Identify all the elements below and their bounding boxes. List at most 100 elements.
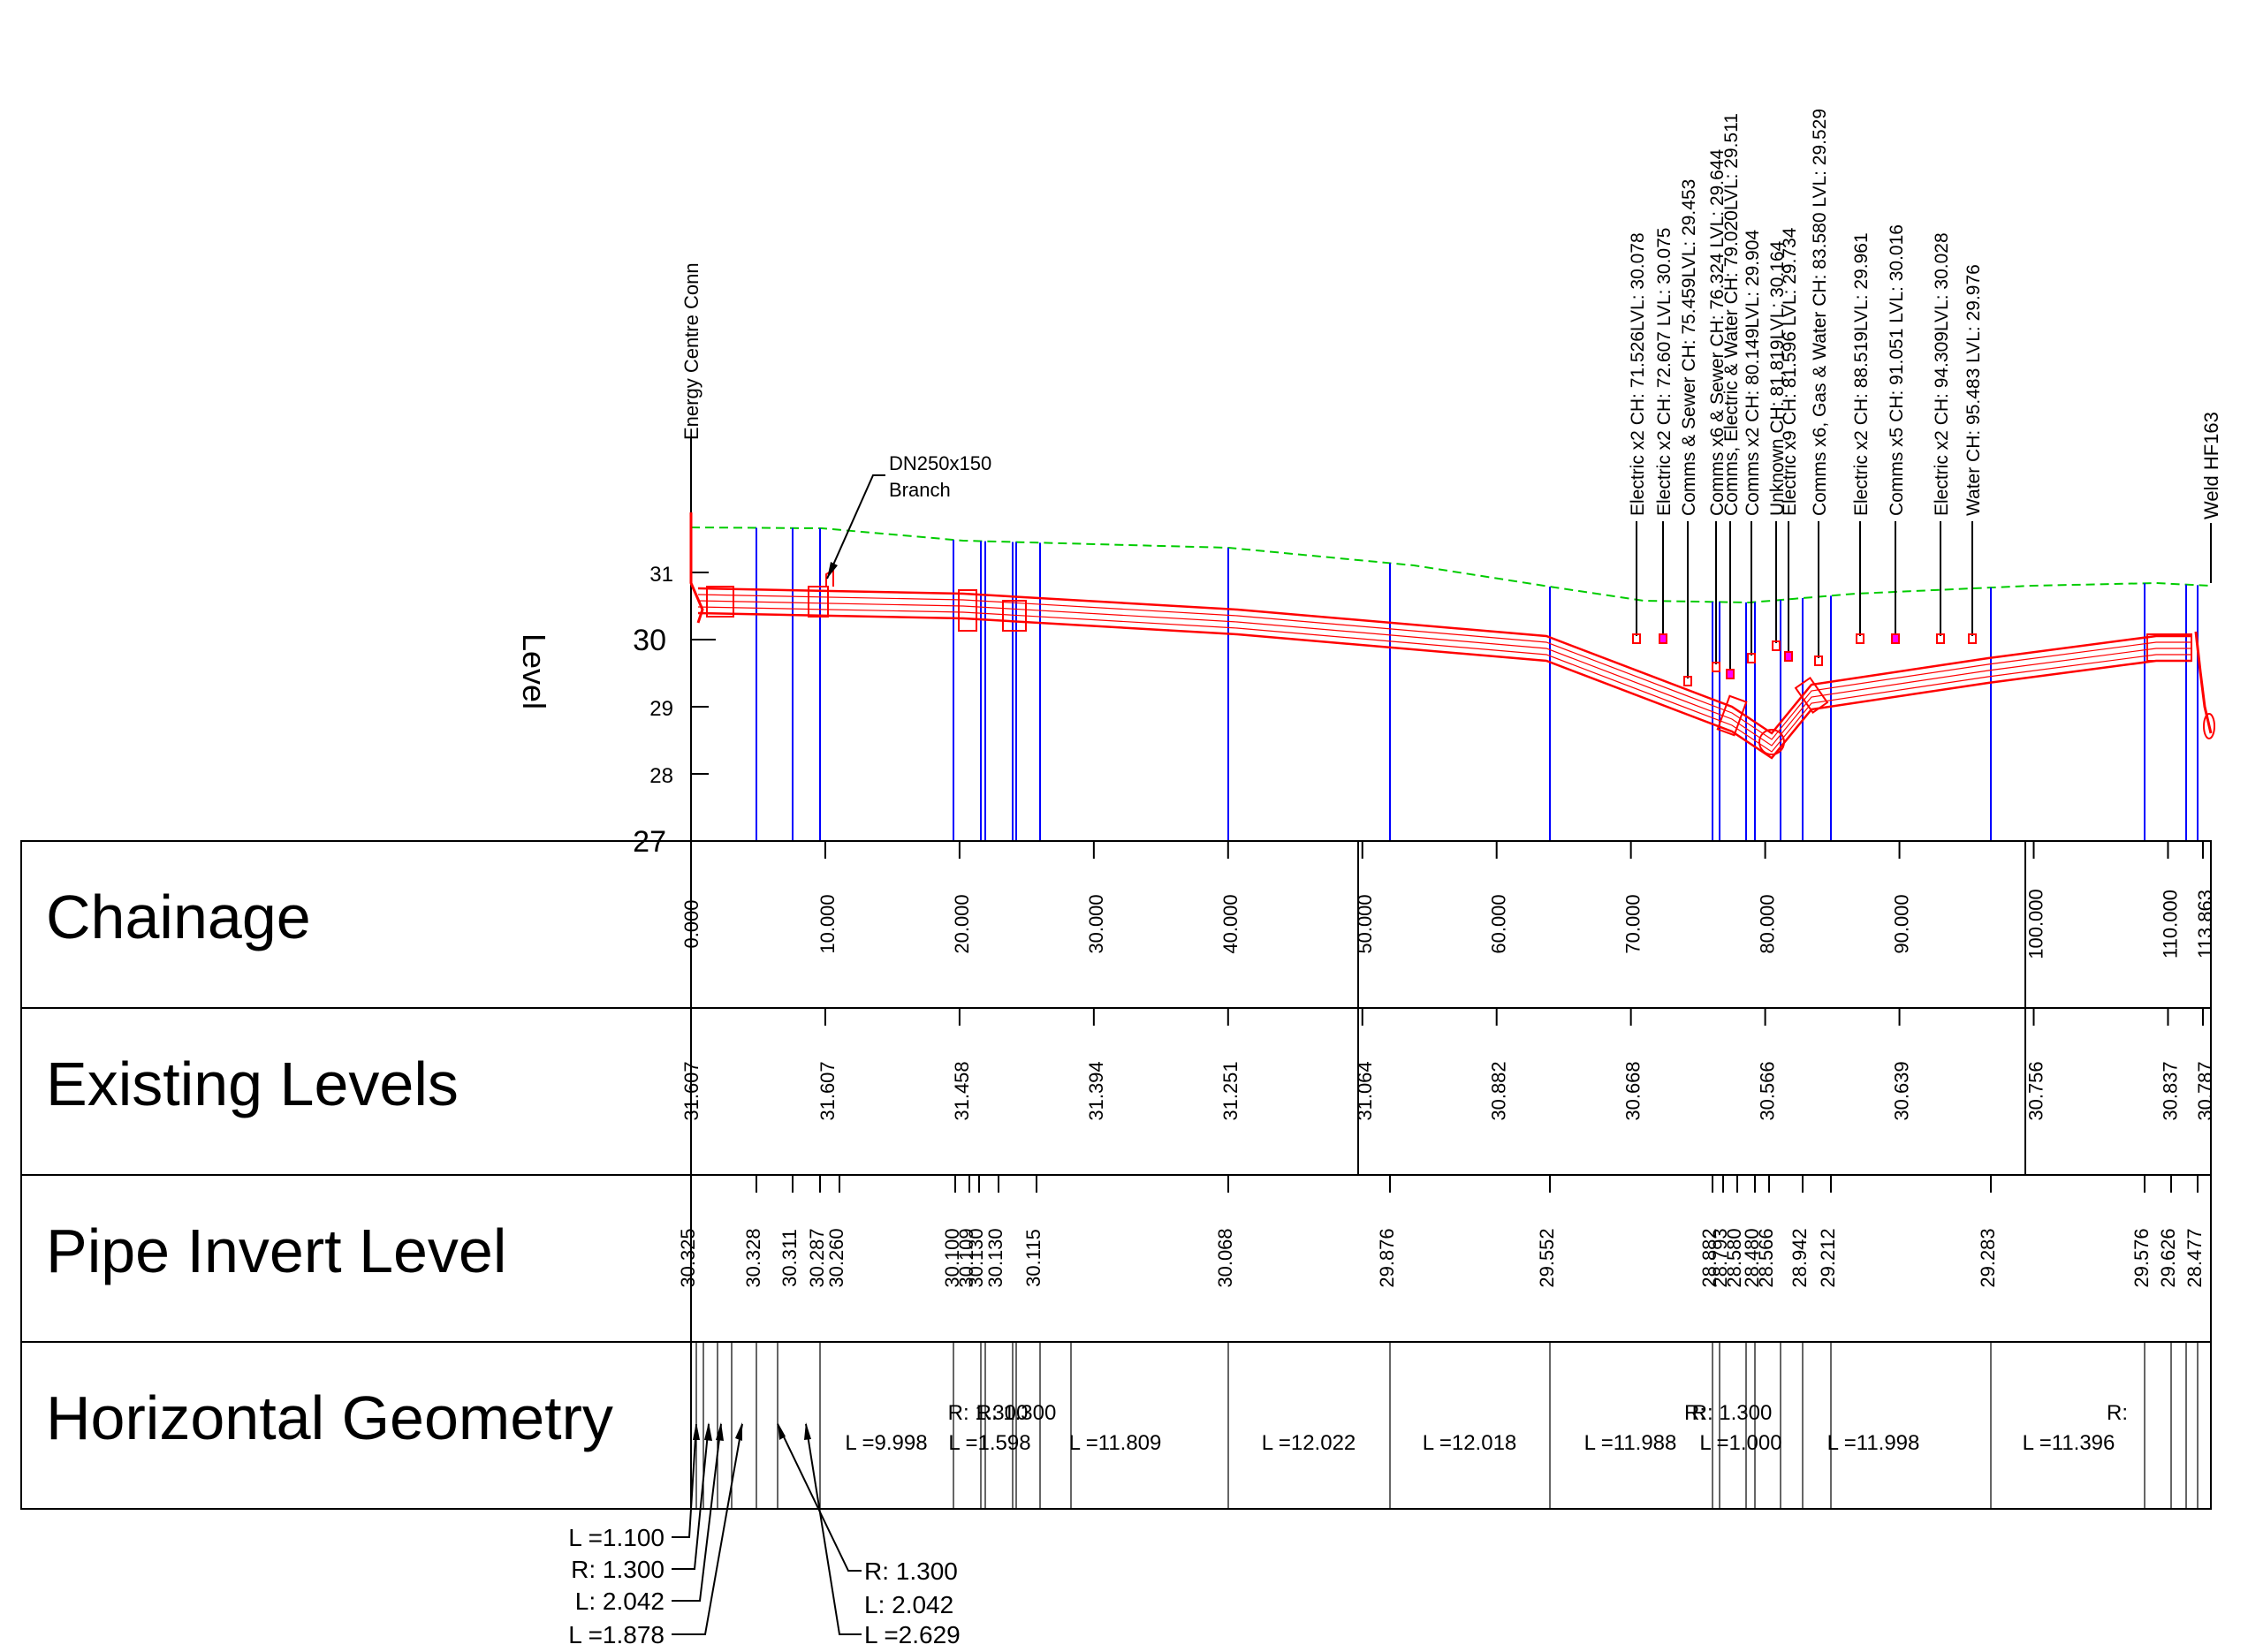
existing-level-value: 31.458 <box>951 1061 973 1120</box>
existing-level-value: 30.756 <box>2025 1061 2047 1120</box>
geometry-label: L =12.018 <box>1423 1431 1517 1455</box>
callout-right-2: L: 2.042 <box>864 1591 953 1618</box>
callout-arrowheads <box>693 1422 811 1441</box>
invert-level-value: 28.566 <box>1755 1228 1777 1287</box>
service-label: Electric x2 CH: 72.607 LVL: 30.075 <box>1654 228 1675 516</box>
pipe-profile <box>689 512 2215 760</box>
service-marker <box>1784 651 1793 662</box>
existing-level-value: 30.639 <box>1891 1061 1913 1120</box>
service-label: Comms & Sewer CH: 75.459LVL: 29.453 <box>1679 179 1699 516</box>
geometry-overlap-label: R: 1.300 <box>976 1401 1057 1425</box>
service-marker <box>1683 676 1692 686</box>
invert-level-value: 30.068 <box>1214 1228 1236 1287</box>
start-label: Energy Centre Conn <box>680 262 702 440</box>
chainage-value: 20.000 <box>951 894 973 953</box>
branch-label-line2: Branch <box>889 479 951 501</box>
row-label-existing-levels: Existing Levels <box>46 1050 459 1118</box>
callout-left-4: L =1.878 <box>568 1621 665 1648</box>
row-label-horizontal-geometry: Horizontal Geometry <box>46 1383 613 1452</box>
service-label: Comms, Electric & Water CH: 79.020LVL: 2… <box>1721 113 1742 516</box>
chainage-value: 70.000 <box>1622 894 1644 953</box>
invert-level-value: 29.626 <box>2157 1228 2179 1287</box>
invert-level-value: 28.793 <box>1709 1228 1731 1287</box>
geometry-label: L =12.022 <box>1262 1431 1356 1455</box>
existing-level-value: 30.882 <box>1488 1061 1510 1120</box>
bottom-callouts <box>672 1423 862 1635</box>
invert-level-value: 28.480 <box>1741 1228 1763 1287</box>
service-marker <box>1632 633 1641 644</box>
service-marker <box>1936 633 1945 644</box>
service-label: Electric x2 CH: 88.519LVL: 29.961 <box>1851 232 1872 516</box>
service-label: Electric x2 CH: 71.526LVL: 30.078 <box>1628 232 1648 516</box>
existing-level-value: 31.394 <box>1085 1061 1107 1120</box>
existing-level-value: 30.668 <box>1622 1061 1644 1120</box>
y-tick-28: 28 <box>649 764 673 788</box>
horizontal-geometry-row: L =9.998 L =11.809 L =12.022 L =12.018 L =11… <box>695 1342 2199 1509</box>
invert-level-value: 30.100 <box>941 1228 963 1287</box>
existing-level-value: 31.064 <box>1354 1061 1376 1120</box>
invert-level-value: 30.287 <box>806 1228 828 1287</box>
chainage-value: 0.000 <box>680 899 702 948</box>
invert-level-value: 29.876 <box>1376 1228 1398 1287</box>
existing-ground-line <box>690 527 2210 604</box>
service-label: Comms x2 CH: 80.149LVL: 29.904 <box>1743 230 1763 516</box>
existing-level-value: 31.251 <box>1219 1061 1242 1120</box>
chainage-value: 90.000 <box>1891 894 1913 953</box>
geometry-overlap-label: R: <box>1684 1401 1705 1425</box>
service-marker <box>1726 669 1735 679</box>
invert-level-value: 30.115 <box>1022 1229 1044 1287</box>
level-axis-label: Level <box>516 633 552 709</box>
y-tick-29: 29 <box>649 697 673 721</box>
invert-level-value: 30.328 <box>742 1228 764 1287</box>
geometry-overlap-label: R: 1.300 <box>948 1401 1029 1425</box>
chainage-value: 30.000 <box>1085 894 1107 953</box>
service-marker <box>1891 633 1900 644</box>
callout-left-2: R: 1.300 <box>571 1556 665 1583</box>
existing-level-value: 31.607 <box>816 1061 839 1120</box>
y-tick-30: 30 <box>633 624 666 657</box>
existing-level-value: 30.837 <box>2159 1061 2181 1120</box>
chainage-value: 80.000 <box>1757 894 1779 953</box>
invert-level-value: 30.311 <box>778 1229 801 1287</box>
invert-level-value: 30.260 <box>825 1228 847 1287</box>
geometry-overlap-label: L =1.000 <box>1699 1431 1781 1455</box>
y-axis <box>690 572 716 841</box>
callout-right-3: L =2.629 <box>864 1621 961 1648</box>
invert-level-value: 30.109 <box>955 1228 977 1287</box>
service-marker <box>1814 655 1823 666</box>
y-tick-31: 31 <box>649 563 673 587</box>
invert-level-value: 28.882 <box>1698 1228 1720 1287</box>
invert-level-value: 30.130 <box>965 1228 987 1287</box>
chainage-value: 10.000 <box>816 894 839 953</box>
service-label: Electric x9 CH: 81.596 LVL: 29.734 <box>1780 227 1800 516</box>
service-marker <box>1712 662 1720 672</box>
existing-level-value: 31.607 <box>680 1061 702 1120</box>
invert-level-value: 29.552 <box>1536 1228 1558 1287</box>
row-label-pipe-invert-level: Pipe Invert Level <box>46 1216 506 1285</box>
service-marker <box>1659 633 1667 644</box>
geometry-overlap-label: L =1.598 <box>948 1431 1030 1455</box>
chainage-values: 0.000 10.000 20.000 30.000 40.000 50.000 60.00… <box>680 841 2216 959</box>
existing-level-value: 30.566 <box>1757 1061 1779 1120</box>
callout-right-1: R: 1.300 <box>864 1557 958 1585</box>
geometry-label: L =11.988 <box>1584 1431 1677 1455</box>
service-label: Comms x6 & Sewer CH: 76.324 LVL: 29.644 <box>1707 149 1728 516</box>
row-label-chainage: Chainage <box>46 883 311 951</box>
invert-level-value: 28.477 <box>2183 1228 2206 1287</box>
geometry-label: L =11.809 <box>1069 1431 1162 1455</box>
geometry-overlap-label: R: <box>2107 1401 2128 1425</box>
geometry-label: L =11.998 <box>1827 1431 1920 1455</box>
callout-left-1: L =1.100 <box>568 1524 665 1551</box>
end-label: Weld HF163 <box>2200 412 2222 519</box>
callout-left-3: L: 2.042 <box>575 1588 665 1615</box>
service-crossings: Electric x2 CH: 71.526LVL: 30.078 Electri… <box>1628 109 1984 686</box>
service-marker <box>1747 653 1756 663</box>
chainage-value: 50.000 <box>1354 894 1376 953</box>
existing-level-value: 30.787 <box>2194 1061 2216 1120</box>
invert-level-value: 28.942 <box>1789 1228 1811 1287</box>
geometry-overlap-label: R: 1.300 <box>1692 1401 1773 1425</box>
chainage-value: 60.000 <box>1488 894 1510 953</box>
service-marker <box>1968 633 1977 644</box>
service-marker <box>1856 633 1864 644</box>
